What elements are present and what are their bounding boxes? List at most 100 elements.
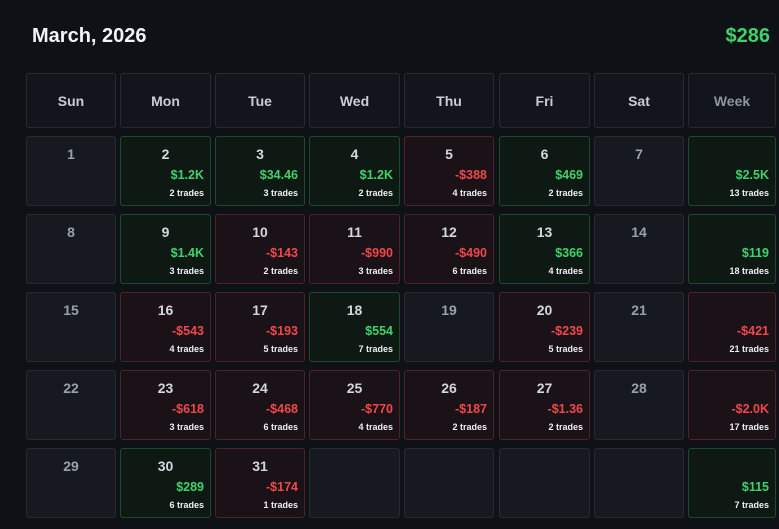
day-cell-27[interactable]: 27 -$1.36 2 trades [499,370,590,440]
week-summary-cell[interactable]: $119 18 trades [688,214,776,284]
day-trade-count: 4 trades [358,422,393,432]
day-cell-17[interactable]: 17 -$193 5 trades [215,292,305,362]
day-number: 19 [441,302,457,318]
day-cell-22[interactable]: 22 [26,370,116,440]
empty-day-cell [499,448,590,518]
day-cell-23[interactable]: 23 -$618 3 trades [120,370,211,440]
day-number: 12 [441,224,457,240]
day-trade-count: 3 trades [169,266,204,276]
day-trade-count: 3 trades [169,422,204,432]
day-number: 4 [350,146,359,162]
day-number: 3 [256,146,264,162]
week-summary-cell[interactable]: $2.5K 13 trades [688,136,776,206]
column-header-wed: Wed [309,73,400,128]
day-cell-26[interactable]: 26 -$187 2 trades [404,370,494,440]
day-cell-6[interactable]: 6 $469 2 trades [499,136,590,206]
day-number: 23 [157,380,174,396]
month-title: March, 2026 [32,25,147,47]
day-number: 29 [63,458,79,474]
day-pnl: -$187 [455,402,487,416]
day-number: 9 [161,224,170,240]
day-cell-14[interactable]: 14 [594,214,684,284]
day-pnl: $554 [365,324,393,338]
day-cell-2[interactable]: 2 $1.2K 2 trades [120,136,211,206]
day-pnl: -$990 [361,246,393,260]
day-cell-25[interactable]: 25 -$770 4 trades [309,370,400,440]
day-number: 22 [63,380,79,396]
day-number: 16 [157,302,174,318]
day-cell-8[interactable]: 8 [26,214,116,284]
column-header-fri: Fri [499,73,590,128]
week-summary-cell[interactable]: -$421 21 trades [688,292,776,362]
day-trade-count: 6 trades [263,422,298,432]
day-cell-3[interactable]: 3 $34.46 3 trades [215,136,305,206]
column-header-thu: Thu [404,73,494,128]
day-number: 11 [347,224,362,240]
day-pnl: -$388 [455,168,487,182]
column-header-week: Week [688,73,776,128]
day-trade-count: 1 trades [263,500,298,510]
day-pnl: -$239 [551,324,583,338]
day-trade-count: 5 trades [263,344,298,354]
day-cell-19[interactable]: 19 [404,292,494,362]
day-number: 8 [67,224,75,240]
week-trade-count: 21 trades [729,344,769,354]
day-number: 27 [536,380,553,396]
day-number: 2 [161,146,170,162]
day-number: 6 [540,146,549,162]
day-cell-20[interactable]: 20 -$239 5 trades [499,292,590,362]
day-pnl: -$174 [266,480,298,494]
column-header-tue: Tue [215,73,305,128]
day-cell-29[interactable]: 29 [26,448,116,518]
week-summary-cell[interactable]: $115 7 trades [688,448,776,518]
day-number: 17 [252,302,268,318]
day-trade-count: 2 trades [548,188,583,198]
day-cell-16[interactable]: 16 -$543 4 trades [120,292,211,362]
day-trade-count: 6 trades [452,266,487,276]
week-pnl: $119 [741,246,769,260]
day-cell-24[interactable]: 24 -$468 6 trades [215,370,305,440]
week-trade-count: 18 trades [729,266,769,276]
week-pnl: -$2.0K [731,402,769,416]
day-pnl: $1.2K [170,168,204,182]
day-pnl: $366 [555,246,583,260]
day-trade-count: 2 trades [452,422,487,432]
day-cell-15[interactable]: 15 [26,292,116,362]
day-cell-28[interactable]: 28 [594,370,684,440]
day-cell-11[interactable]: 11 -$990 3 trades [309,214,400,284]
day-cell-18[interactable]: 18 $554 7 trades [309,292,400,362]
empty-day-cell [309,448,400,518]
day-number: 5 [445,146,453,162]
day-cell-7[interactable]: 7 [594,136,684,206]
day-cell-1[interactable]: 1 [26,136,116,206]
day-number: 31 [252,458,268,474]
day-cell-30[interactable]: 30 $289 6 trades [120,448,211,518]
day-pnl: -$543 [172,324,204,338]
day-number: 25 [346,380,363,396]
day-trade-count: 3 trades [358,266,393,276]
day-pnl: $469 [555,168,583,182]
day-trade-count: 7 trades [358,344,393,354]
day-trade-count: 5 trades [548,344,583,354]
day-pnl: -$143 [266,246,298,260]
day-cell-21[interactable]: 21 [594,292,684,362]
week-trade-count: 17 trades [729,422,769,432]
day-number: 30 [157,458,174,474]
day-cell-4[interactable]: 4 $1.2K 2 trades [309,136,400,206]
day-cell-31[interactable]: 31 -$174 1 trades [215,448,305,518]
day-cell-13[interactable]: 13 $366 4 trades [499,214,590,284]
day-number: 1 [67,146,75,162]
day-pnl: $1.4K [170,246,204,260]
day-cell-12[interactable]: 12 -$490 6 trades [404,214,494,284]
day-cell-9[interactable]: 9 $1.4K 3 trades [120,214,211,284]
day-cell-10[interactable]: 10 -$143 2 trades [215,214,305,284]
day-number: 28 [631,380,647,396]
week-pnl: $2.5K [735,168,769,182]
day-trade-count: 4 trades [169,344,204,354]
day-pnl: $1.2K [359,168,393,182]
empty-day-cell [404,448,494,518]
week-summary-cell[interactable]: -$2.0K 17 trades [688,370,776,440]
day-pnl: -$193 [266,324,298,338]
day-trade-count: 4 trades [548,266,583,276]
day-cell-5[interactable]: 5 -$388 4 trades [404,136,494,206]
